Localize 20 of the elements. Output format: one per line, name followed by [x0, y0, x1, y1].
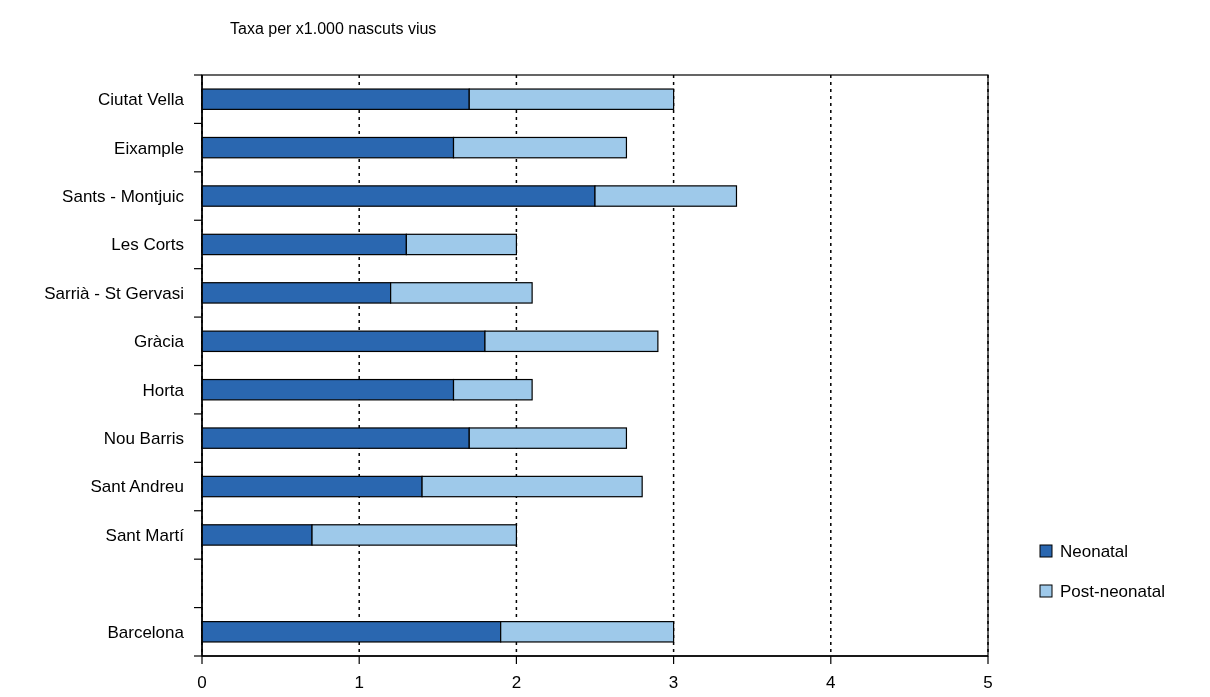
y-tick-label: Eixample [114, 138, 184, 158]
y-tick-label: Barcelona [107, 622, 185, 642]
y-tick-label: Sant Martí [105, 525, 185, 545]
x-tick-label: 0 [197, 673, 207, 692]
y-tick-label: Les Corts [111, 235, 184, 255]
x-tick-label: 4 [826, 673, 836, 692]
x-tick-label: 2 [511, 673, 522, 692]
y-tick-label: Ciutat Vella [98, 90, 185, 110]
x-tick-label: 5 [983, 673, 993, 692]
legend-label: Neonatal [1060, 541, 1129, 561]
chart-title: Taxa per x1.000 nascuts vius [230, 20, 437, 37]
y-tick-label: Sants - Montjuic [62, 186, 185, 206]
y-tick-label: Sarrià - St Gervasi [44, 283, 184, 303]
y-tick-label: Sant Andreu [90, 477, 184, 497]
x-tick-label: 3 [668, 673, 679, 692]
legend-label: Post-neonatal [1060, 581, 1165, 601]
x-tick-label: 1 [354, 673, 364, 692]
y-tick-label: Nou Barris [103, 429, 184, 449]
y-tick-label: Gràcia [133, 332, 185, 352]
y-tick-label: Horta [142, 380, 185, 400]
